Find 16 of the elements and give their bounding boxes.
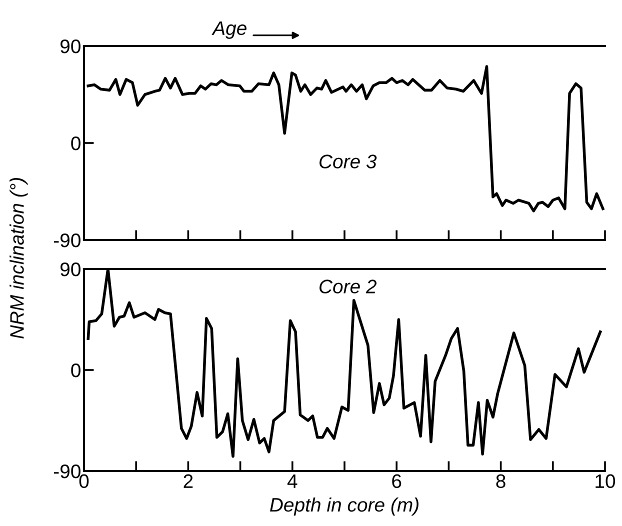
y-tick-label: -90: [54, 233, 80, 248]
x-tick-label: 8: [496, 474, 506, 488]
x-tick-label: 4: [287, 474, 298, 488]
x-axis-title: Depth in core (m): [270, 497, 418, 516]
y-tick-label: 90: [60, 39, 80, 54]
y-tick-label: 0: [71, 136, 80, 150]
y-axis-title: NRM inclination (°): [10, 178, 28, 339]
y-tick-label: 0: [71, 363, 80, 378]
chart-title: Age: [212, 22, 246, 39]
x-tick-label: 10: [596, 474, 616, 488]
annotation: Core 3: [320, 154, 377, 168]
y-tick-label: 90: [60, 262, 80, 276]
y-tick-label: -90: [54, 464, 80, 478]
annotation: Core 2: [320, 280, 377, 294]
x-tick-label: 2: [184, 474, 193, 488]
x-tick-label: 6: [392, 474, 402, 488]
